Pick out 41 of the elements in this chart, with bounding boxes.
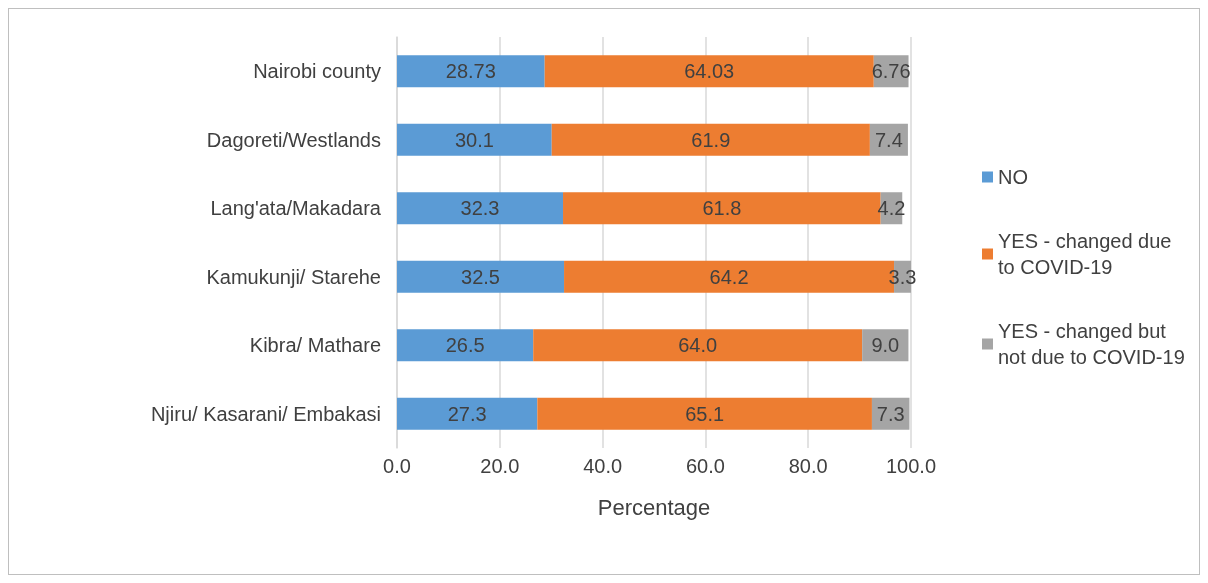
y-tick-label: Lang'ata/Makadara	[210, 197, 382, 220]
data-label: 28.73	[445, 60, 496, 83]
bar	[397, 192, 564, 225]
x-tick-label: 80.0	[788, 455, 828, 477]
x-tick-label: 60.0	[685, 455, 725, 477]
data-label: 30.1	[454, 128, 494, 151]
y-tick-label: Kibra/ Mathare	[249, 334, 381, 357]
data-label: 32.3	[460, 197, 500, 220]
bar	[533, 329, 863, 362]
x-tick-label: 20.0	[480, 455, 520, 477]
y-tick-label: Dagoreti/Westlands	[206, 128, 381, 151]
bar	[397, 260, 565, 293]
bar	[551, 123, 870, 156]
data-label: 7.3	[876, 402, 905, 425]
x-tick-label: 0.0	[383, 455, 411, 477]
bar	[544, 55, 874, 88]
data-label: 61.9	[691, 128, 731, 151]
bar	[397, 329, 534, 362]
data-label: 61.8	[702, 197, 742, 220]
legend-label: YES - changed but not due to COVID-19	[998, 320, 1185, 368]
data-label: 65.1	[685, 402, 725, 425]
legend-label: NO	[998, 166, 1028, 188]
legend-label: YES - changed due to COVID-19	[998, 230, 1178, 278]
bar	[397, 123, 552, 156]
bar	[397, 397, 538, 430]
y-tick-label: Nairobi county	[253, 60, 381, 83]
x-axis-title: Percentage	[597, 494, 711, 520]
data-label: 7.4	[874, 128, 903, 151]
data-label: 26.5	[445, 334, 485, 357]
data-label: 64.2	[709, 265, 749, 288]
data-label: 32.5	[461, 265, 500, 288]
bar	[397, 55, 545, 88]
x-tick-label: 100.0	[885, 455, 937, 477]
y-tick-label: Njiru/ Kasarani/ Embakasi	[150, 402, 381, 425]
data-label: 64.03	[684, 60, 735, 83]
data-label: 64.0	[678, 334, 718, 357]
y-tick-label: Kamukunji/ Starehe	[206, 265, 381, 288]
x-tick-label: 40.0	[583, 455, 623, 477]
data-label: 9.0	[871, 334, 900, 357]
data-label: 27.3	[447, 402, 487, 425]
bar	[537, 397, 872, 430]
